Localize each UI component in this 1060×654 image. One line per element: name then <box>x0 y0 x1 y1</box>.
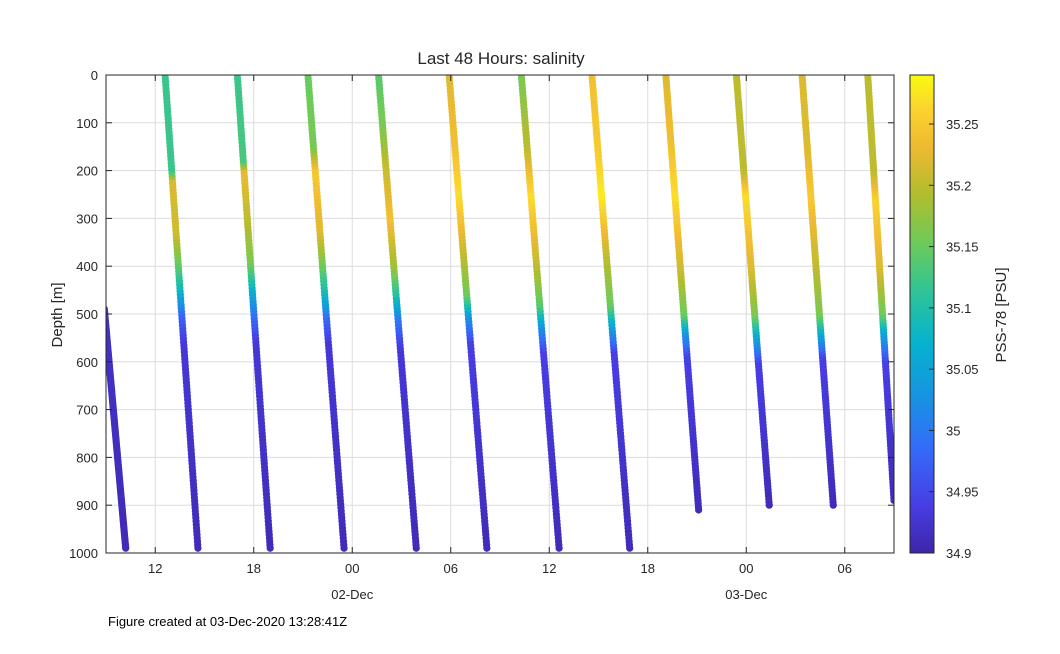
y-tick-label: 500 <box>76 307 98 322</box>
data-point <box>122 544 130 552</box>
y-tick-label: 200 <box>76 164 98 179</box>
x-tick-label: 18 <box>641 561 655 576</box>
y-axis-label: Depth [m] <box>49 282 66 347</box>
profile-series <box>588 75 634 552</box>
data-point <box>864 75 872 79</box>
colorbar-label: PSS-78 [PSU] <box>993 267 1010 362</box>
axis-ticks: 0 100 200 300 400 500 600 700 800 900 1000 12 18 00 06… <box>69 68 894 602</box>
colorbar-tick-label: 34.9 <box>946 546 971 561</box>
profile-series <box>106 306 130 552</box>
colorbar-fill <box>909 74 935 554</box>
data-point <box>161 75 169 79</box>
date-label: 03-Dec <box>725 587 767 602</box>
x-tick-label: 18 <box>247 561 261 576</box>
y-tick-label: 800 <box>76 450 98 465</box>
y-tick-label: 100 <box>76 116 98 131</box>
profile-series <box>517 75 563 552</box>
colorbar-tick-label: 35.25 <box>946 117 979 132</box>
colorbar: 34.9 34.95 35 35.05 35.1 35.15 35.2 35.25 <box>909 74 979 561</box>
data-point <box>304 75 312 79</box>
y-tick-label: 400 <box>76 259 98 274</box>
data-point <box>517 75 525 79</box>
figure-created-note: Figure created at 03-Dec-2020 13:28:41Z <box>108 614 348 629</box>
grid-lines <box>106 74 894 554</box>
y-tick-label: 300 <box>76 211 98 226</box>
data-point <box>662 75 670 79</box>
colorbar-tick-label: 34.95 <box>946 485 979 500</box>
profile-series <box>864 75 894 505</box>
chart-title: Last 48 Hours: salinity <box>417 49 585 68</box>
profile-series <box>161 75 202 552</box>
profile-series <box>445 75 491 552</box>
y-tick-label: 0 <box>91 68 98 83</box>
profile-points <box>106 75 894 552</box>
data-point <box>374 75 383 79</box>
colorbar-tick-label: 35.2 <box>946 178 971 193</box>
profile-series <box>374 75 420 552</box>
y-tick-label: 700 <box>76 403 98 418</box>
y-tick-label: 900 <box>76 498 98 513</box>
data-point <box>732 75 740 79</box>
x-tick-label: 12 <box>542 561 556 576</box>
data-point <box>798 75 806 79</box>
colorbar-tick-label: 35 <box>946 423 960 438</box>
colorbar-tick-label: 35.15 <box>946 240 979 255</box>
profile-series <box>798 75 837 509</box>
x-tick-label: 06 <box>838 561 852 576</box>
salinity-chart: Last 48 Hours: salinity Depth [m] PSS-78… <box>49 49 1010 602</box>
data-point <box>233 75 241 79</box>
profile-series <box>732 75 773 509</box>
profile-series <box>233 75 274 552</box>
x-tick-label: 00 <box>739 561 753 576</box>
date-label: 02-Dec <box>331 587 373 602</box>
y-tick-label: 1000 <box>69 546 98 561</box>
colorbar-tick-label: 35.05 <box>946 362 979 377</box>
profile-series <box>662 75 703 514</box>
colorbar-tick-label: 35.1 <box>946 301 971 316</box>
y-tick-label: 600 <box>76 355 98 370</box>
x-tick-label: 00 <box>345 561 359 576</box>
data-point <box>588 75 596 79</box>
profile-series <box>304 75 348 552</box>
x-tick-label: 12 <box>148 561 162 576</box>
x-tick-label: 06 <box>444 561 458 576</box>
